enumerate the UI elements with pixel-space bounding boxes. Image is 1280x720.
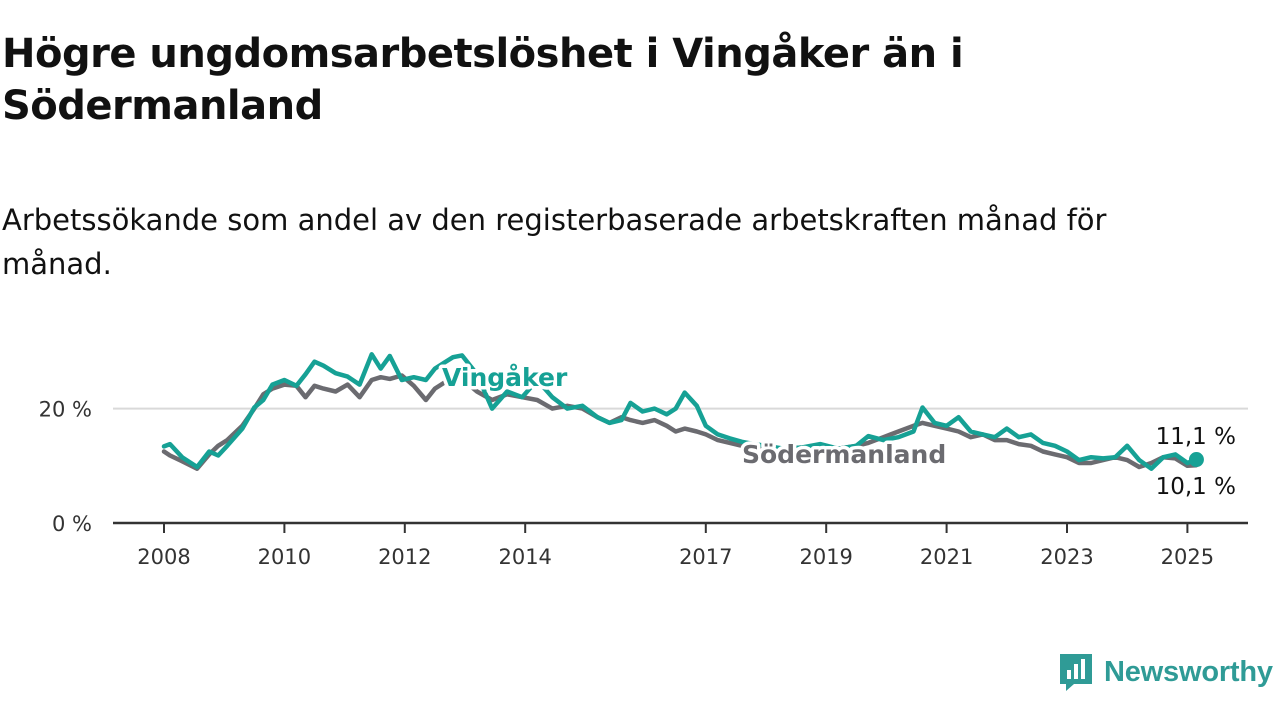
- newsworthy-logo-icon: [1060, 654, 1092, 691]
- x-tick-label: 2008: [137, 545, 190, 569]
- series-lines: [161, 352, 1204, 471]
- end-value-label-vingaker: 11,1 %: [1156, 424, 1236, 450]
- series-label-sodermanland: Södermanland: [742, 440, 946, 469]
- x-tick-label: 2019: [799, 545, 852, 569]
- newsworthy-logo-text: Newsworthy: [1104, 655, 1273, 688]
- x-tick-label: 2021: [920, 545, 973, 569]
- y-tick-label: 0 %: [52, 512, 92, 536]
- series-line-vingaker: [161, 352, 1199, 471]
- series-label-vingaker: Vingåker: [442, 363, 568, 392]
- y-tick-label: 20 %: [39, 398, 92, 422]
- x-tick-label: 2017: [679, 545, 732, 569]
- x-tick-label: 2012: [378, 545, 431, 569]
- x-tick-label: 2010: [258, 545, 311, 569]
- series-end-point-vingaker: [1188, 452, 1204, 468]
- series-line-sodermanland: [161, 373, 1199, 471]
- chart-title: Högre ungdomsarbetslöshet i Vingåker än …: [2, 31, 964, 129]
- y-axis-tick-labels: 0 % 20 %: [39, 398, 92, 536]
- x-tick-label: 2014: [498, 545, 551, 569]
- x-tick-label: 2023: [1040, 545, 1093, 569]
- x-axis: 2008 2010 2012 2014 2017 2019 2021 2023 2025: [113, 521, 1248, 569]
- newsworthy-logo[interactable]: Newsworthy: [1058, 652, 1273, 692]
- series-labels: Vingåker Södermanland 11,1 % 10,1 %: [439, 360, 1239, 503]
- end-value-label-sodermanland: 10,1 %: [1156, 474, 1236, 500]
- chart-subtitle: Arbetssökande som andel av den registerb…: [2, 203, 1107, 281]
- x-tick-label: 2025: [1161, 545, 1214, 569]
